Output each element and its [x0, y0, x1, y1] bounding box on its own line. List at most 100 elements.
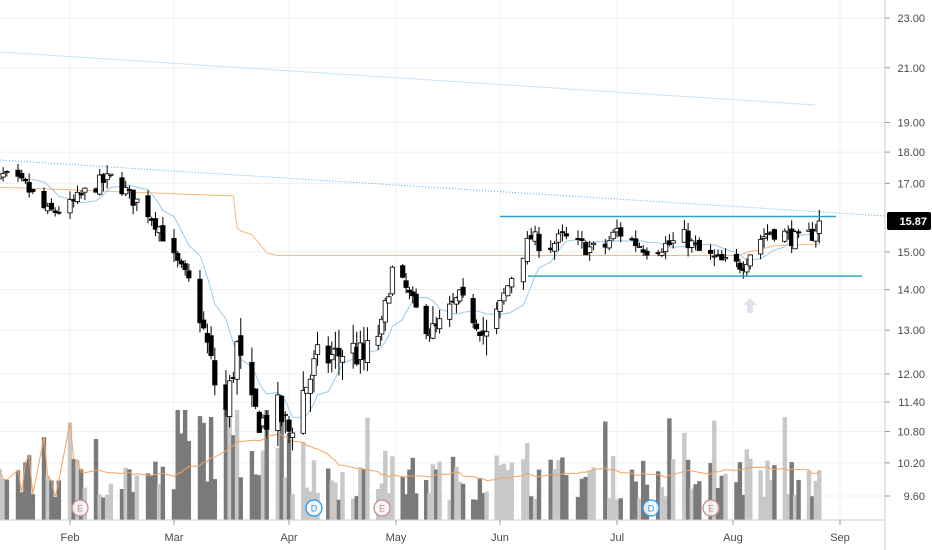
volume-bar [437, 461, 442, 520]
time-tick-label: Mar [165, 532, 184, 544]
candle [134, 198, 140, 212]
volume-bar [101, 497, 106, 520]
candle-body [238, 335, 244, 356]
candle-body [145, 195, 151, 218]
candle [197, 269, 203, 333]
volume-bar [708, 463, 713, 520]
candle-body [618, 227, 624, 237]
long-term-trendline[interactable] [0, 51, 816, 106]
candle-body [227, 380, 233, 417]
volume-bar [552, 468, 557, 520]
volume-bar [587, 471, 592, 520]
candle [618, 222, 624, 243]
candle [130, 189, 136, 215]
price-tick-label: 18.00 [897, 147, 925, 159]
candle-body [555, 233, 562, 243]
volume-bar [607, 498, 612, 520]
candle-body [307, 378, 314, 394]
volume-bar [477, 477, 483, 520]
volume-bar [15, 470, 21, 520]
candle [685, 222, 691, 257]
candle [171, 228, 177, 263]
volume-bar [575, 496, 581, 520]
candle-body [579, 238, 585, 241]
time-tick-label: Jun [491, 532, 509, 544]
candle-body [104, 173, 110, 181]
candle-body [423, 305, 429, 335]
candle [591, 241, 597, 251]
volume-bar [806, 470, 812, 520]
volume-bar [560, 457, 565, 520]
candle [555, 229, 562, 251]
volume-bar [407, 469, 412, 520]
trendlines [0, 51, 886, 217]
volume-bar [336, 499, 342, 520]
volume-bar [212, 479, 218, 520]
candle-body [670, 240, 676, 244]
event-circle [702, 499, 720, 517]
volume-bar [0, 468, 2, 520]
candle [633, 230, 639, 252]
candle [423, 304, 429, 340]
price-axis[interactable]: 23.00 21.00 19.00 18.00 17.00 15.00 14.00 13.00… [885, 13, 925, 503]
time-tick-label: May [386, 532, 407, 544]
volume-bar [633, 481, 638, 520]
candle [379, 316, 385, 341]
volume-bar [134, 475, 140, 520]
candle-body [0, 173, 6, 178]
volume-bar [182, 410, 188, 520]
candle-body [208, 335, 214, 357]
volume-bar [610, 455, 616, 520]
candle-body [636, 246, 643, 248]
volume-bar [670, 459, 676, 520]
candle [494, 302, 500, 335]
earnings-marker[interactable]: E [71, 499, 89, 517]
dividend-marker[interactable]: D [305, 499, 323, 517]
volume-bar [591, 467, 596, 520]
volume-bar [529, 496, 534, 520]
candle [460, 278, 466, 298]
volume-bar [629, 469, 635, 520]
volume-bar [283, 477, 288, 520]
volume-bar [786, 494, 791, 520]
volume-bar [123, 467, 128, 520]
time-axis[interactable]: Feb Mar Apr May Jun Jul Aug Sep [61, 520, 850, 544]
volume-bar [201, 422, 206, 520]
range-lines[interactable] [500, 215, 862, 277]
candle-body [761, 236, 767, 239]
candle-body [389, 266, 396, 295]
earnings-marker[interactable]: E [702, 499, 720, 517]
candle [758, 234, 764, 260]
candle-body [644, 250, 650, 256]
volume-bar [719, 475, 724, 520]
candle-body [536, 233, 542, 252]
candle [152, 211, 159, 237]
candle [563, 226, 569, 240]
candle-body [403, 280, 409, 288]
candle-body [336, 347, 342, 357]
volume-bar [434, 469, 439, 520]
time-tick-label: Jul [610, 532, 624, 544]
volume-bar [413, 493, 419, 520]
dividend-marker[interactable]: D [642, 499, 660, 517]
candle-body [264, 414, 270, 430]
volume-bar [149, 475, 154, 520]
volume-bar [52, 496, 58, 520]
candle [606, 235, 612, 251]
earnings-marker[interactable]: E [373, 499, 391, 517]
volume-bar [655, 471, 661, 520]
volume-bar [734, 482, 739, 520]
volume-bar [71, 458, 76, 520]
volume-bar [474, 499, 479, 520]
candle [234, 340, 240, 395]
candle-body [178, 260, 185, 265]
candle [413, 288, 419, 309]
candle [389, 265, 396, 296]
volume-bar [579, 478, 585, 520]
volume-bar [761, 496, 767, 520]
candle [747, 254, 753, 270]
descending-trendline[interactable] [0, 159, 886, 217]
candle [182, 260, 188, 276]
